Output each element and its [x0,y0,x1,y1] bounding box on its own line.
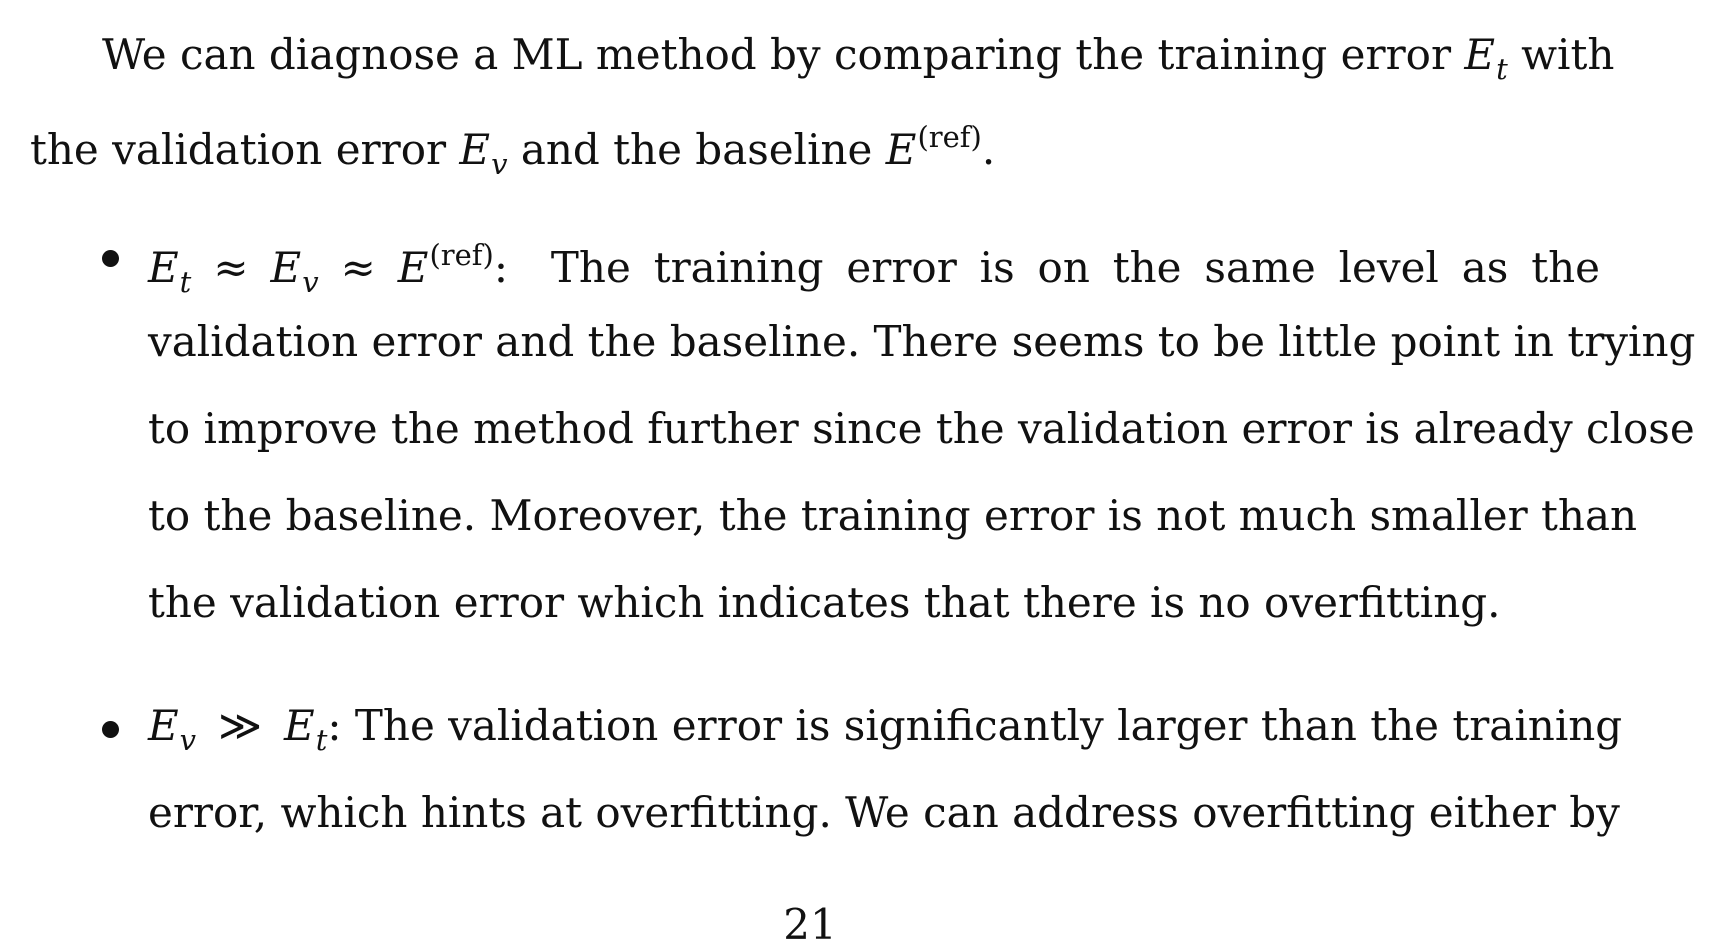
item-2-line-2: error, which hints at overfitting. We ca… [148,788,1620,838]
item-text: to the baseline. Moreover, the training … [148,491,1638,540]
intro-period: . [981,125,996,174]
item-text: validation error and the baseline. There… [148,317,1696,366]
page-number: 21 [783,900,837,949]
condition-formula: Ev ≫ Et: [148,701,342,757]
item-1-line-1: Et ≈ Ev ≈ E(ref): The training error is on t… [148,230,1600,307]
intro-line-1: We can diagnose a ML method by comparing… [102,30,1614,94]
intro-text: We can diagnose a ML method by comparing… [102,30,1452,79]
bullet-marker [102,721,119,738]
item-text: The validation error is significantly la… [354,701,1623,750]
validation-error-symbol: Ev [459,125,508,181]
condition-formula: Et ≈ Ev ≈ E(ref): [148,238,509,299]
item-text: The training error is on the same level … [550,243,1600,292]
item-text: to improve the method further since the … [148,404,1695,453]
intro-text: the validation error [30,125,447,174]
item-1-line-5: the validation error which indicates tha… [148,578,1501,628]
item-1-line-2: validation error and the baseline. There… [148,317,1695,367]
intro-line-2: the validation error Ev and the baseline… [30,112,995,189]
intro-text-end: with [1521,30,1615,79]
baseline-symbol: E(ref) [885,120,982,174]
bullet-marker [102,250,119,267]
document-page: We can diagnose a ML method by comparing… [30,30,1695,949]
item-text: the validation error which indicates tha… [148,578,1501,627]
training-error-symbol: Et [1464,30,1508,86]
item-1-line-3: to improve the method further since the … [148,404,1695,454]
item-1-line-4: to the baseline. Moreover, the training … [148,491,1637,541]
item-2-line-1: Ev ≫ Et: The validation error is significa… [148,701,1622,765]
item-text: error, which hints at overfitting. We ca… [148,788,1620,837]
intro-text: and the baseline [520,125,873,174]
